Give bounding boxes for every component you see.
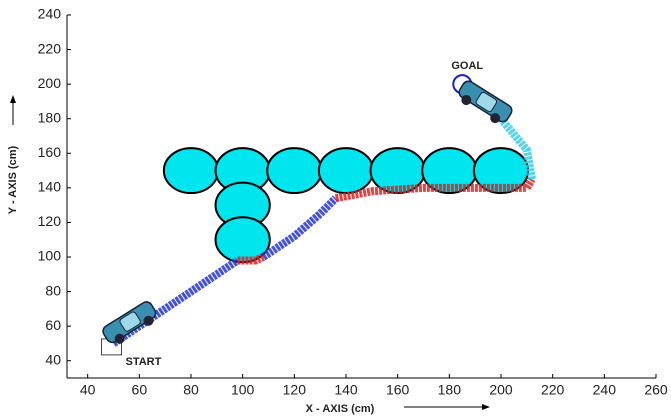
x-tick-label: 240 [593, 382, 617, 398]
robot-path [334, 177, 536, 203]
x-tick-label: 120 [283, 382, 307, 398]
y-tick-label: 160 [38, 144, 62, 160]
x-tick-label: 180 [438, 382, 462, 398]
robot-path [237, 253, 265, 265]
obstacle [266, 147, 323, 195]
y-tick-label: 220 [38, 40, 62, 56]
obstacle [162, 147, 220, 195]
x-tick-label: 260 [644, 382, 668, 398]
y-axis-label: Y - AXIS (cm) [7, 145, 19, 214]
x-tick-label: 220 [541, 382, 565, 398]
x-axis-label: X - AXIS (cm) [306, 403, 375, 415]
y-tick-label: 120 [38, 213, 62, 229]
y-tick-label: 140 [38, 179, 62, 195]
y-tick-label: 200 [38, 75, 62, 91]
x-arrow-head [482, 404, 490, 410]
x-tick-label: 40 [80, 382, 96, 398]
x-tick-label: 80 [183, 382, 199, 398]
y-tick-label: 100 [38, 248, 62, 264]
x-tick-label: 200 [489, 382, 513, 398]
x-tick-label: 140 [334, 382, 358, 398]
y-tick-label: 60 [45, 317, 61, 333]
goal-label: GOAL [451, 60, 483, 72]
x-tick-label: 160 [386, 382, 410, 398]
obstacle [317, 147, 375, 195]
car-icon [102, 301, 157, 344]
x-tick-label: 100 [231, 382, 255, 398]
x-tick-label: 60 [132, 382, 148, 398]
y-tick-label: 180 [38, 109, 62, 125]
y-tick-label: 40 [45, 351, 61, 367]
y-arrow-head [10, 95, 16, 103]
car-icon [458, 80, 513, 124]
start-label: START [126, 356, 162, 368]
robot-path [261, 195, 339, 261]
y-tick-label: 240 [38, 6, 62, 22]
y-tick-label: 80 [45, 282, 61, 298]
